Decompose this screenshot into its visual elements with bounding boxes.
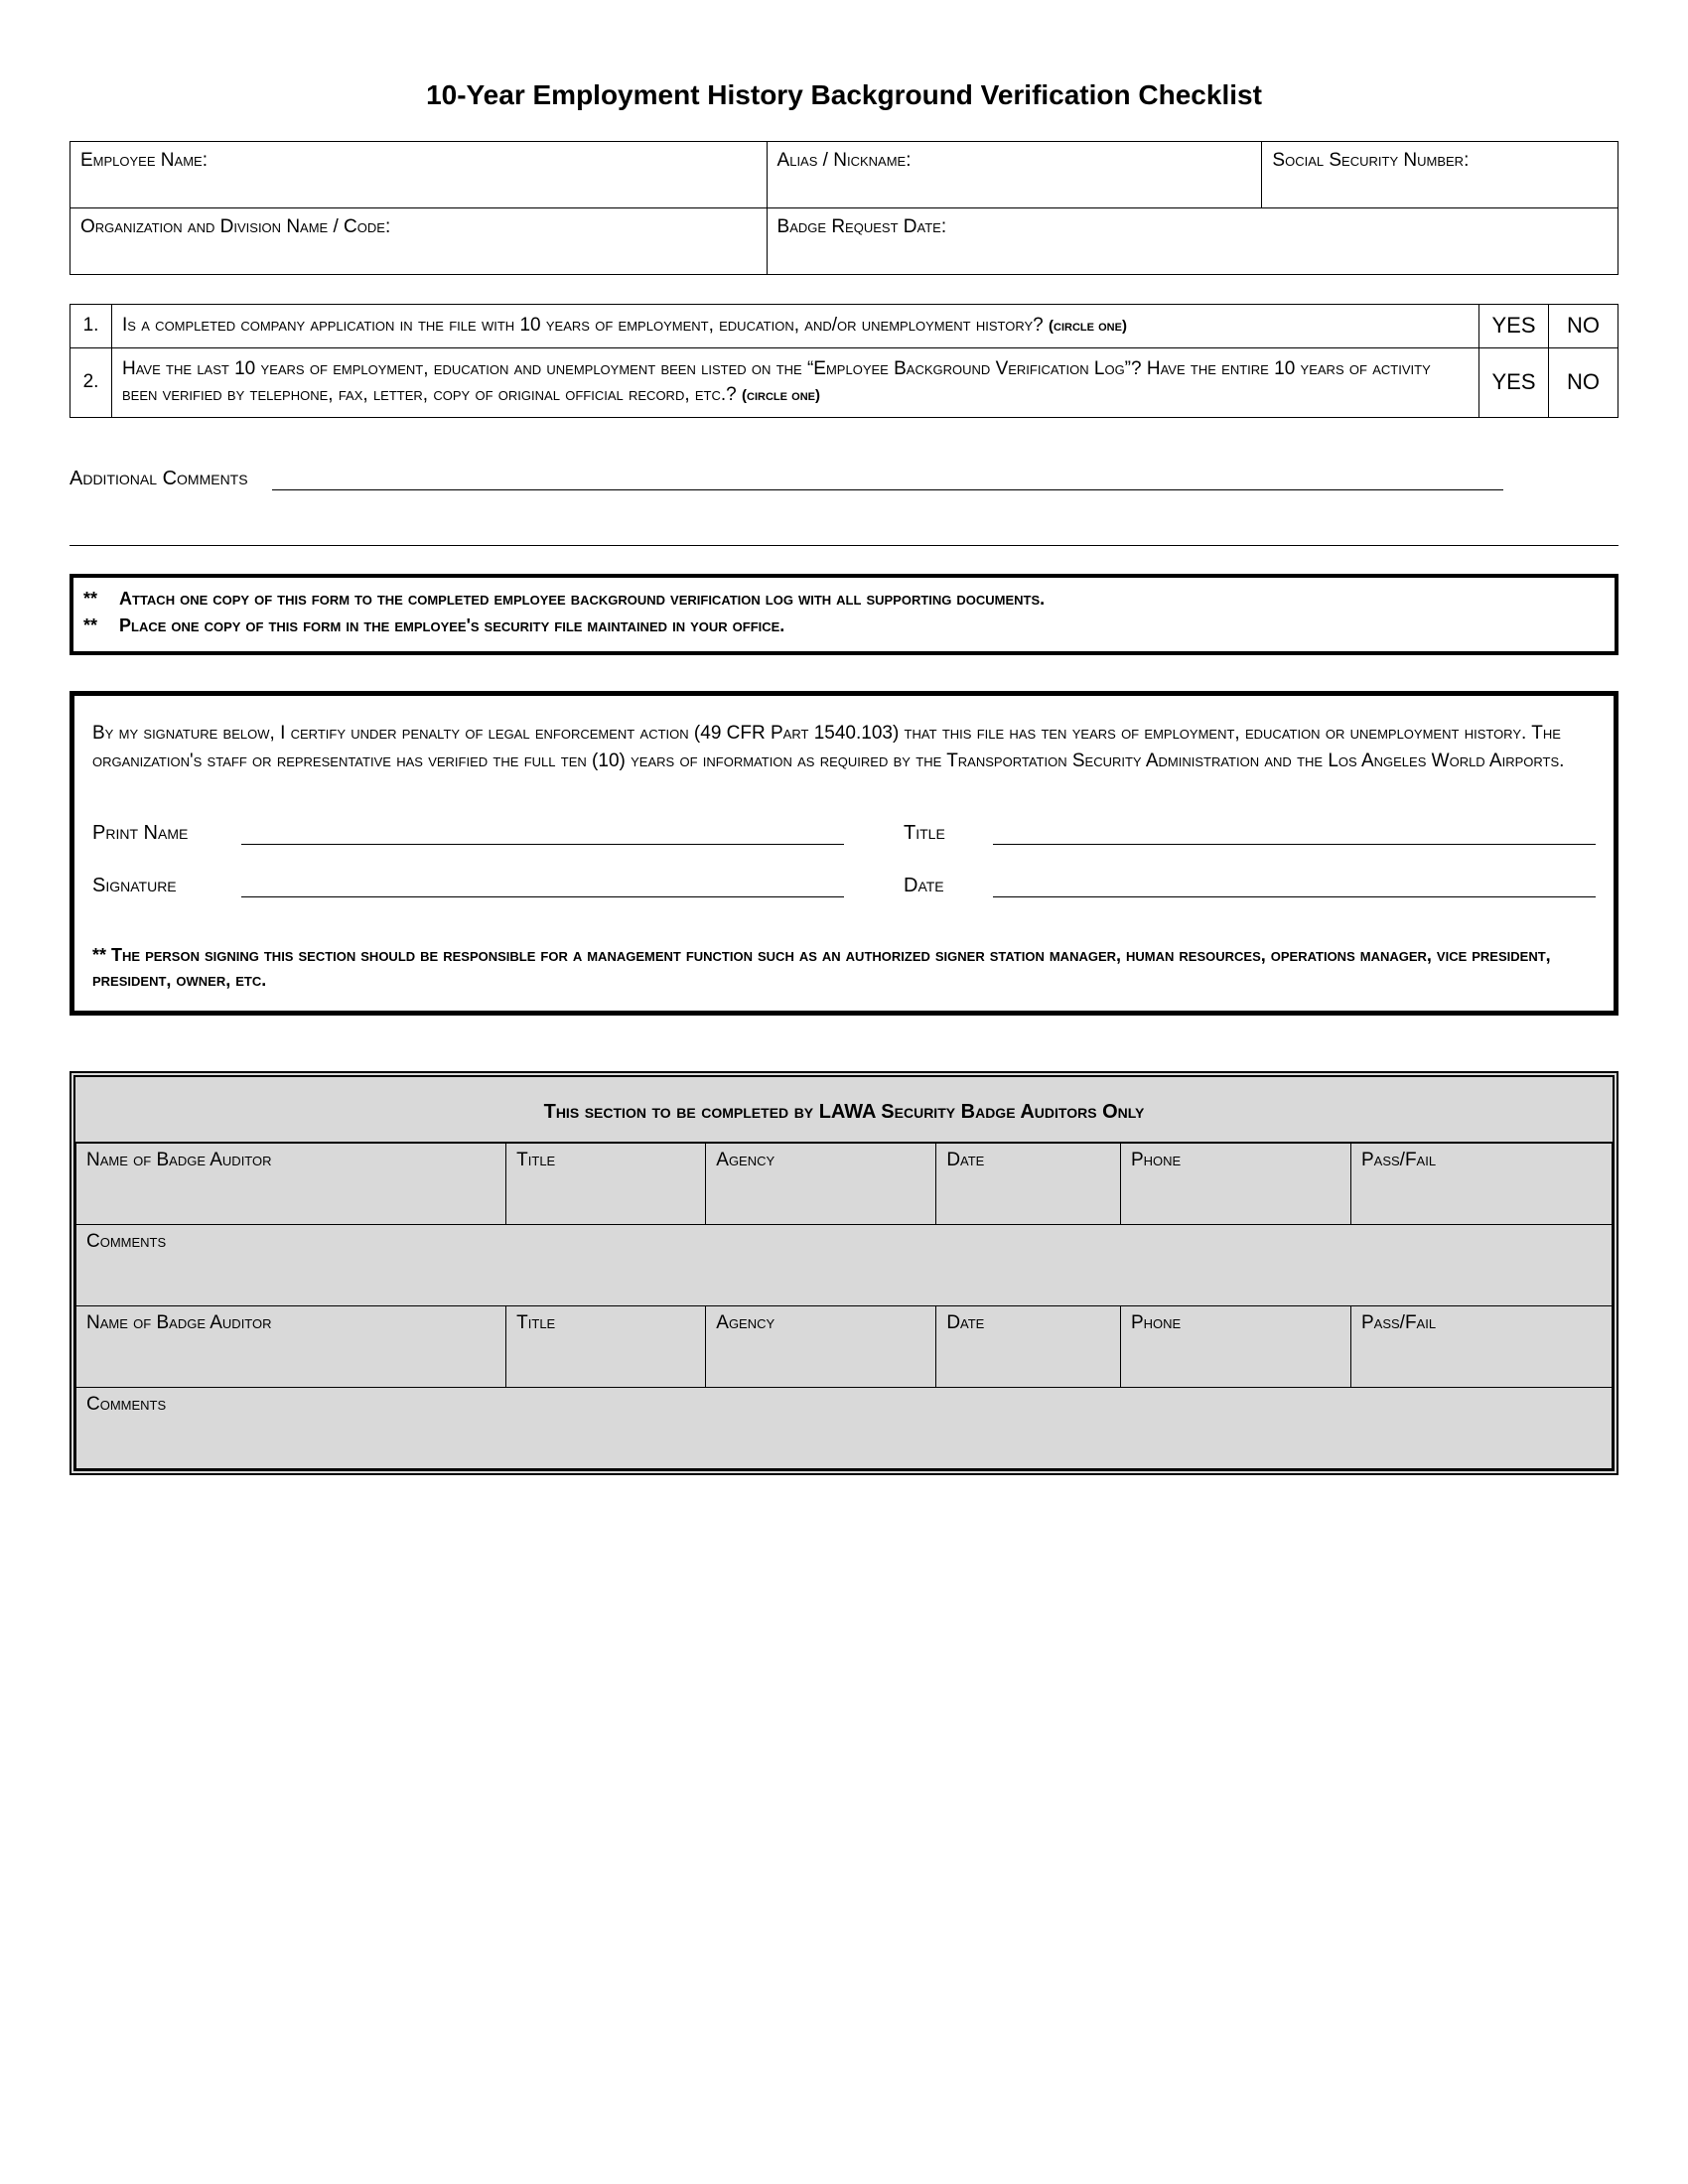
print-name-line[interactable] — [241, 822, 844, 845]
auditor2-title[interactable]: Title — [506, 1306, 706, 1388]
auditor1-comments[interactable]: Comments — [76, 1225, 1613, 1306]
auditor1-passfail[interactable]: Pass/Fail — [1350, 1144, 1612, 1225]
date-line[interactable] — [993, 875, 1596, 897]
q1-no[interactable]: NO — [1549, 305, 1618, 348]
cert-footer: ** The person signing this section shoul… — [92, 943, 1596, 993]
auditor-section: This section to be completed by LAWA Sec… — [70, 1071, 1618, 1475]
auditor2-date[interactable]: Date — [936, 1306, 1121, 1388]
certification-box: By my signature below, I certify under p… — [70, 691, 1618, 1016]
comments-line-2[interactable] — [70, 518, 1618, 546]
q1-num: 1. — [70, 305, 112, 348]
q1-yes[interactable]: YES — [1479, 305, 1549, 348]
cert-text: By my signature below, I certify under p… — [92, 720, 1596, 776]
auditor-header: This section to be completed by LAWA Sec… — [75, 1077, 1613, 1143]
q1-circle: (circle one) — [1049, 318, 1127, 335]
signature-label: Signature — [92, 875, 241, 897]
print-name-label: Print Name — [92, 822, 241, 845]
auditor2-comments[interactable]: Comments — [76, 1388, 1613, 1469]
employee-info-table: Employee Name: Alias / Nickname: Social … — [70, 141, 1618, 275]
attach-line-1: Attach one copy of this form to the comp… — [119, 586, 1045, 613]
title-label: Title — [904, 822, 993, 845]
auditor1-name[interactable]: Name of Badge Auditor — [76, 1144, 506, 1225]
title-line[interactable] — [993, 822, 1596, 845]
auditor-table: Name of Badge Auditor Title Agency Date … — [75, 1143, 1613, 1469]
q1-content: Is a completed company application in th… — [122, 315, 1044, 336]
org-cell[interactable]: Organization and Division Name / Code: — [70, 208, 768, 275]
q2-no[interactable]: NO — [1549, 347, 1618, 417]
auditor2-agency[interactable]: Agency — [706, 1306, 936, 1388]
checklist-table: 1. Is a completed company application in… — [70, 304, 1618, 418]
auditor1-date[interactable]: Date — [936, 1144, 1121, 1225]
q2-text: Have the last 10 years of employment, ed… — [112, 347, 1479, 417]
signature-line[interactable] — [241, 875, 844, 897]
attach-line-2: Place one copy of this form in the emplo… — [119, 613, 784, 639]
q2-yes[interactable]: YES — [1479, 347, 1549, 417]
auditor1-phone[interactable]: Phone — [1120, 1144, 1350, 1225]
auditor2-name[interactable]: Name of Badge Auditor — [76, 1306, 506, 1388]
attach-star-1: ** — [83, 586, 119, 613]
auditor1-title[interactable]: Title — [506, 1144, 706, 1225]
alias-cell[interactable]: Alias / Nickname: — [767, 142, 1262, 208]
auditor2-phone[interactable]: Phone — [1120, 1306, 1350, 1388]
auditor2-passfail[interactable]: Pass/Fail — [1350, 1306, 1612, 1388]
attach-star-2: ** — [83, 613, 119, 639]
badge-date-cell[interactable]: Badge Request Date: — [767, 208, 1618, 275]
additional-comments-block: Additional Comments — [70, 468, 1618, 546]
ssn-cell[interactable]: Social Security Number: — [1262, 142, 1618, 208]
q2-circle: (circle one) — [742, 387, 820, 404]
auditor1-agency[interactable]: Agency — [706, 1144, 936, 1225]
signature-grid: Print Name Title Signature Date — [92, 822, 1596, 897]
comments-line-1[interactable] — [272, 471, 1503, 490]
attach-instructions-box: ** Attach one copy of this form to the c… — [70, 574, 1618, 655]
comments-label: Additional Comments — [70, 468, 248, 490]
q2-num: 2. — [70, 347, 112, 417]
form-title: 10-Year Employment History Background Ve… — [70, 79, 1618, 111]
date-label: Date — [904, 875, 993, 897]
employee-name-cell[interactable]: Employee Name: — [70, 142, 768, 208]
q1-text: Is a completed company application in th… — [112, 305, 1479, 348]
